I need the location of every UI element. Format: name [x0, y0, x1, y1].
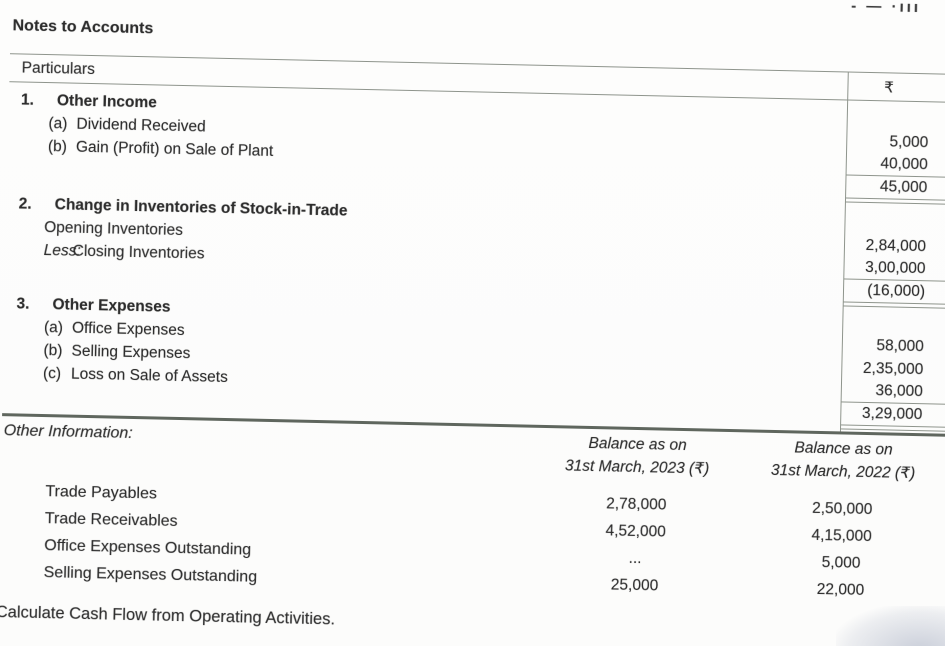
amount-cell [844, 198, 945, 237]
balance-header-line2: 31st March, 2022 (₹) [770, 461, 916, 483]
value-2022: 22,000 [816, 580, 865, 599]
amount-cell: 2,35,000 [841, 356, 945, 383]
amount-cell: 40,000 [845, 152, 945, 179]
row-label: Selling Expenses Outstanding [43, 564, 258, 586]
value-2022: 5,000 [821, 554, 861, 572]
amount-cell: 58,000 [841, 333, 945, 360]
row-letter: (b) [47, 137, 68, 155]
row-label: Gain (Profit) on Sale of Plant [75, 138, 274, 160]
value-2023: 25,000 [610, 576, 659, 595]
row-label: Office Expenses [71, 319, 185, 339]
corner-cutoff-text: - — ·ııı [851, 0, 922, 17]
balance-column-header-2023: Balance as on 31st March, 2023 (₹) [537, 431, 738, 481]
row-label: Opening Inventories [44, 218, 184, 239]
amount-cell [846, 100, 945, 133]
row-number: 2. [18, 195, 32, 213]
column-header-particulars: Particulars [21, 58, 96, 78]
row-letter: (a) [43, 318, 64, 336]
question-statement: Calculate Cash Flow from Operating Activ… [0, 603, 336, 629]
amount-cell-total: (16,000) [842, 279, 945, 306]
row-label: Selling Expenses [71, 342, 191, 362]
amount-cell: 3,00,000 [843, 256, 945, 283]
amount-cell-total: 3,29,000 [840, 402, 945, 429]
row-letter: (c) [42, 364, 62, 382]
row-label: Trade Receivables [44, 510, 178, 530]
amount-cell: 36,000 [840, 379, 945, 406]
row-label: Trade Payables [45, 483, 158, 503]
column-header-rupee: ₹ [847, 72, 945, 103]
amount-cell: 2,84,000 [843, 233, 945, 260]
value-2023: 2,78,000 [605, 495, 667, 514]
row-label: Other Expenses [52, 296, 171, 316]
row-letter: (a) [48, 114, 68, 132]
value-2023: 4,52,000 [605, 522, 667, 541]
value-2023: ... [628, 549, 642, 568]
balance-column-header-2022: Balance as on 31st March, 2022 (₹) [743, 435, 944, 485]
value-2022: 4,15,000 [811, 526, 873, 546]
row-label: Other Income [56, 92, 158, 112]
less-prefix: Less: [43, 241, 81, 260]
amount-cell [842, 302, 945, 337]
notes-to-accounts-table: Particulars ₹ 1. Other Income (a) Divide… [2, 53, 945, 438]
amount-cell: 5,000 [846, 129, 945, 156]
row-label: Dividend Received [76, 115, 206, 136]
row-number: 1. [20, 91, 35, 109]
row-letter: (b) [43, 341, 63, 359]
row-label: Loss on Sale of Assets [70, 365, 228, 386]
balance-header-line2: 31st March, 2023 (₹) [564, 457, 710, 478]
value-2022: 2,50,000 [811, 499, 873, 519]
page-title: Notes to Accounts [12, 17, 154, 38]
row-number: 3. [16, 295, 30, 313]
scan-artifact [836, 606, 945, 646]
other-information-heading: Other Information: [3, 422, 133, 442]
row-label: Closing Inventories [72, 242, 205, 263]
amount-cell-total: 45,000 [845, 175, 945, 202]
